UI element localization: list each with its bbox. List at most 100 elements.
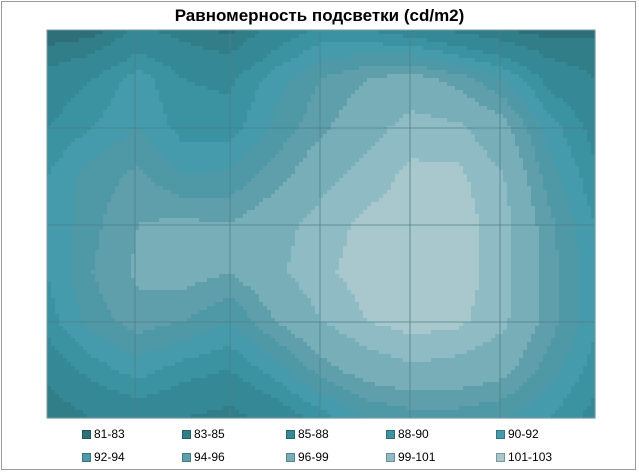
contour-cell — [311, 78, 316, 83]
contour-cell — [455, 98, 460, 103]
contour-cell — [419, 158, 424, 163]
contour-cell — [579, 150, 584, 155]
contour-cell — [587, 42, 592, 47]
contour-cell — [395, 130, 400, 135]
contour-cell — [395, 138, 400, 143]
contour-cell — [91, 170, 96, 175]
contour-cell — [275, 122, 280, 127]
contour-cell — [567, 90, 572, 95]
contour-cell — [211, 30, 216, 35]
contour-cell — [287, 54, 292, 59]
contour-cell — [271, 82, 276, 87]
contour-cell — [55, 54, 60, 59]
contour-cell — [195, 122, 200, 127]
contour-cell — [211, 34, 216, 39]
contour-cell — [211, 62, 216, 67]
contour-cell — [471, 142, 476, 147]
contour-cell — [399, 114, 404, 119]
contour-cell — [347, 114, 352, 119]
contour-cell — [115, 82, 120, 87]
contour-cell — [131, 106, 136, 111]
contour-cell — [227, 74, 232, 79]
contour-cell — [147, 58, 152, 63]
contour-cell — [259, 118, 264, 123]
contour-cell — [303, 146, 308, 151]
contour-cell — [527, 34, 532, 39]
contour-cell — [467, 74, 472, 79]
contour-cell — [327, 42, 332, 47]
contour-cell — [239, 50, 244, 55]
contour-cell — [143, 166, 148, 171]
contour-cell — [207, 90, 212, 95]
contour-cell — [379, 74, 384, 79]
contour-cell — [55, 42, 60, 47]
contour-cell — [79, 70, 84, 75]
contour-cell — [455, 82, 460, 87]
contour-cell — [571, 150, 576, 155]
contour-cell — [151, 30, 156, 35]
contour-cell — [103, 78, 108, 83]
contour-cell — [387, 34, 392, 39]
contour-cell — [259, 38, 264, 43]
contour-cell — [179, 90, 184, 95]
contour-cell — [131, 162, 136, 167]
contour-cell — [375, 82, 380, 87]
contour-cell — [219, 38, 224, 43]
contour-cell — [467, 46, 472, 51]
contour-cell — [519, 162, 524, 167]
contour-cell — [475, 30, 480, 35]
contour-cell — [359, 130, 364, 135]
contour-cell — [567, 42, 572, 47]
contour-cell — [187, 158, 192, 163]
contour-cell — [431, 54, 436, 59]
contour-cell — [103, 166, 108, 171]
contour-cell — [483, 146, 488, 151]
contour-cell — [343, 30, 348, 35]
contour-cell — [263, 78, 268, 83]
contour-cell — [451, 54, 456, 59]
contour-cell — [491, 166, 496, 171]
contour-cell — [387, 30, 392, 35]
contour-cell — [87, 30, 92, 35]
contour-cell — [271, 74, 276, 79]
contour-cell — [299, 86, 304, 91]
contour-cell — [359, 138, 364, 143]
contour-cell — [83, 66, 88, 71]
contour-cell — [379, 94, 384, 99]
contour-cell — [359, 150, 364, 155]
contour-cell — [527, 74, 532, 79]
contour-cell — [59, 86, 64, 91]
contour-cell — [199, 174, 204, 179]
contour-cell — [247, 30, 252, 35]
contour-cell — [271, 174, 276, 179]
contour-cell — [143, 78, 148, 83]
contour-cell — [47, 66, 52, 71]
contour-cell — [275, 146, 280, 151]
contour-cell — [527, 162, 532, 167]
contour-cell — [115, 38, 120, 43]
contour-cell — [79, 170, 84, 175]
contour-cell — [215, 38, 220, 43]
contour-cell — [235, 158, 240, 163]
contour-cell — [495, 134, 500, 139]
contour-cell — [143, 158, 148, 163]
contour-cell — [267, 142, 272, 147]
contour-cell — [343, 54, 348, 59]
contour-cell — [587, 54, 592, 59]
contour-cell — [371, 62, 376, 67]
contour-cell — [67, 50, 72, 55]
contour-cell — [183, 90, 188, 95]
contour-cell — [563, 130, 568, 135]
contour-cell — [215, 138, 220, 143]
contour-cell — [395, 110, 400, 115]
contour-cell — [179, 74, 184, 79]
contour-cell — [175, 138, 180, 143]
contour-cell — [507, 142, 512, 147]
contour-cell — [67, 42, 72, 47]
contour-cell — [475, 38, 480, 43]
contour-cell — [391, 162, 396, 167]
contour-cell — [231, 102, 236, 107]
contour-cell — [303, 158, 308, 163]
contour-cell — [479, 30, 484, 35]
contour-cell — [347, 154, 352, 159]
